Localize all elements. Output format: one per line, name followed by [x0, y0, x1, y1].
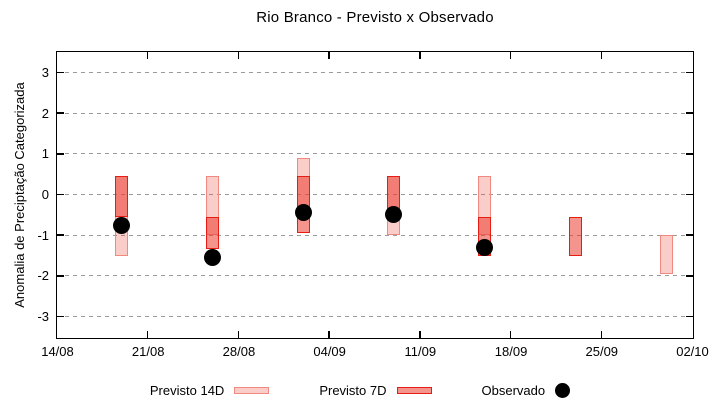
dot-observado — [204, 249, 221, 267]
x-tick-bottom — [237, 331, 240, 338]
x-tick-bottom — [146, 331, 149, 338]
x-tick-label: 25/09 — [585, 344, 619, 359]
y-tick-right — [686, 153, 693, 155]
legend-item: Observado — [481, 382, 571, 398]
grid-line — [57, 194, 693, 195]
x-tick-label: 11/09 — [404, 344, 437, 359]
plot-area — [56, 51, 694, 339]
grid-line — [57, 275, 693, 277]
y-tick-right — [686, 234, 693, 236]
y-tick-left — [57, 193, 64, 196]
y-tick-left — [57, 153, 64, 155]
x-tick-top — [509, 52, 512, 59]
bar-previsto-14d — [659, 235, 673, 274]
x-tick-top — [237, 52, 240, 59]
y-tick-label: 3 — [41, 64, 49, 80]
y-tick-right — [686, 112, 693, 114]
grid-line — [57, 153, 693, 155]
y-tick-left — [57, 71, 64, 74]
legend: Previsto 14D Previsto 7D Observado — [0, 379, 720, 400]
y-tick-label: 1 — [41, 146, 49, 162]
x-tick-bottom — [328, 331, 330, 338]
x-tick-label: 14/08 — [41, 344, 74, 359]
x-tick-label: 18/09 — [494, 344, 528, 359]
x-tick-top — [419, 52, 421, 59]
bar-previsto-7d — [568, 216, 582, 256]
y-tick-right — [686, 315, 693, 318]
grid-line — [57, 316, 693, 318]
y-tick-left — [57, 112, 64, 114]
y-tick-label: -2 — [37, 268, 49, 284]
y-tick-left — [57, 315, 64, 318]
legend-swatch-previsto-7d — [396, 386, 432, 394]
x-tick-bottom — [600, 331, 603, 338]
y-tick-label: -3 — [37, 309, 49, 325]
bar-previsto-7d — [115, 176, 129, 217]
bar-previsto-7d — [206, 216, 219, 250]
x-tick-bottom — [509, 331, 512, 338]
legend-item: Previsto 14D — [149, 382, 270, 398]
legend-label: Previsto 7D — [319, 382, 387, 398]
chart-title: Rio Branco - Previsto x Observado — [256, 9, 494, 26]
x-tick-top — [600, 52, 603, 59]
y-tick-label: 2 — [41, 105, 49, 121]
y-tick-left — [57, 234, 64, 236]
y-tick-right — [686, 193, 693, 196]
dot-observado — [113, 216, 131, 234]
legend-label: Observado — [481, 382, 546, 398]
x-tick-label: 02/10 — [676, 344, 709, 359]
legend-swatch-observado-dot-icon — [555, 382, 571, 398]
dot-observado — [476, 238, 494, 256]
x-tick-bottom — [419, 331, 421, 338]
legend-label: Previsto 14D — [149, 382, 225, 398]
x-tick-top — [328, 52, 330, 59]
y-tick-right — [686, 71, 693, 74]
legend-item: Previsto 7D — [319, 382, 432, 398]
x-tick-label: 04/09 — [313, 344, 346, 359]
legend-swatch-previsto-14d — [234, 386, 270, 394]
grid-line — [57, 71, 693, 73]
x-tick-top — [146, 52, 149, 59]
y-tick-left — [57, 275, 64, 277]
grid-line — [57, 112, 693, 114]
y-tick-label: 0 — [41, 187, 49, 202]
dot-observado — [385, 206, 403, 224]
dot-observado — [294, 204, 312, 222]
grid-line — [57, 234, 693, 236]
x-tick-label: 21/08 — [131, 344, 165, 359]
y-tick-label: -1 — [37, 227, 49, 243]
y-tick-right — [686, 275, 693, 277]
x-tick-label: 28/08 — [222, 344, 256, 359]
